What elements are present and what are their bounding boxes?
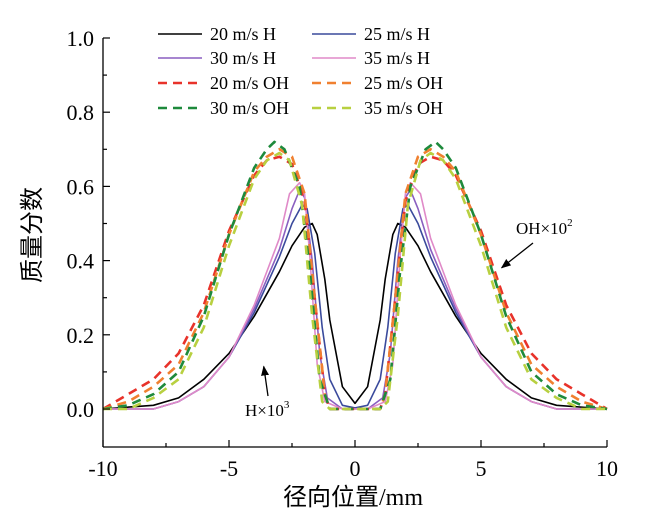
legend-label-5: 25 m/s OH	[364, 73, 443, 93]
legend-label-6: 30 m/s OH	[210, 98, 289, 118]
annotation-h-exponent: 3	[284, 399, 290, 411]
series-line-7	[103, 151, 607, 411]
legend-label-2: 30 m/s H	[210, 48, 276, 68]
annotation-oh-arrow	[500, 242, 534, 269]
y-tick-label: 1.0	[67, 26, 95, 51]
legend-label-3: 35 m/s H	[364, 48, 430, 68]
series-line-3	[103, 181, 607, 410]
legend: 20 m/s H 25 m/s H 30 m/s H 35 m/s H 20 m/s O…	[158, 24, 443, 118]
legend-label-0: 20 m/s H	[210, 24, 276, 44]
annotation-h-text: H×10	[245, 401, 284, 420]
y-tick-label: 0.8	[67, 100, 95, 125]
y-tick-label: 0.2	[67, 323, 95, 348]
x-tick-label: -5	[220, 456, 238, 481]
x-tick-label: 10	[596, 456, 618, 481]
series-line-1	[103, 204, 607, 410]
series-layer	[102, 140, 608, 411]
annotation-oh-label: OH×102	[516, 217, 573, 238]
legend-label-4: 20 m/s OH	[210, 73, 289, 93]
series-line-0	[102, 222, 608, 410]
annotation-oh-exponent: 2	[567, 217, 573, 229]
x-tick-label: -10	[88, 456, 117, 481]
annotation-oh-text: OH×10	[516, 219, 567, 238]
annotation-h-label: H×103	[245, 399, 290, 420]
x-tick-label: 5	[476, 456, 487, 481]
y-tick-label: 0.0	[67, 397, 95, 422]
ticks-layer: -10 -5 0 5 10 0.0 0.2 0.4 0.6 0.8 1.0	[67, 26, 619, 481]
series-line-6	[102, 140, 608, 411]
y-tick-label: 0.6	[67, 174, 95, 199]
legend-label-7: 35 m/s OH	[364, 98, 443, 118]
legend-label-1: 25 m/s H	[364, 24, 430, 44]
annotation-h-arrow	[261, 365, 269, 397]
x-tick-label: 0	[350, 456, 361, 481]
annotations: OH×102 H×103	[245, 217, 573, 420]
y-axis-label: 质量分数	[19, 187, 46, 283]
axes-layer	[102, 38, 607, 448]
series-line-4	[102, 155, 608, 411]
y-tick-label: 0.4	[67, 249, 95, 274]
x-axis-label: 径向位置/mm	[283, 484, 423, 511]
